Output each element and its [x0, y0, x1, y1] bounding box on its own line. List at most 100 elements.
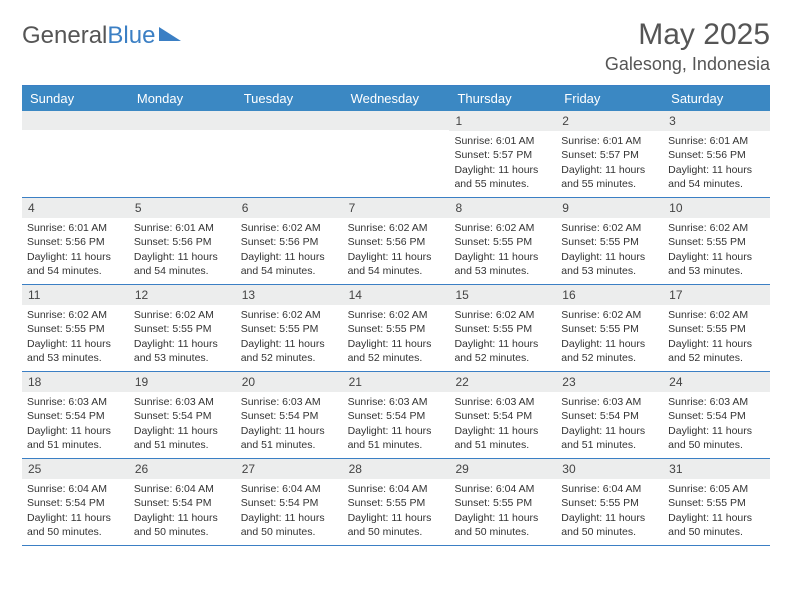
day-details: Sunrise: 6:03 AMSunset: 5:54 PMDaylight:…	[134, 395, 231, 452]
sunset-text: Sunset: 5:55 PM	[668, 322, 765, 336]
day-number: 23	[556, 372, 663, 392]
day-details: Sunrise: 6:02 AMSunset: 5:55 PMDaylight:…	[348, 308, 445, 365]
daylight-text: Daylight: 11 hours and 54 minutes.	[134, 250, 231, 278]
daylight-text: Daylight: 11 hours and 52 minutes.	[241, 337, 338, 365]
sunrise-text: Sunrise: 6:04 AM	[134, 482, 231, 496]
day-cell: 16 Sunrise: 6:02 AMSunset: 5:55 PMDayligh…	[556, 285, 663, 371]
sunset-text: Sunset: 5:55 PM	[668, 235, 765, 249]
logo: GeneralBlue	[22, 22, 181, 50]
day-number: 20	[236, 372, 343, 392]
weekday-header: Thursday	[449, 86, 556, 111]
daylight-text: Daylight: 11 hours and 51 minutes.	[348, 424, 445, 452]
day-cell: 2Sunrise: 6:01 AMSunset: 5:57 PMDaylight…	[556, 111, 663, 197]
day-cell	[343, 111, 450, 197]
daylight-text: Daylight: 11 hours and 50 minutes.	[668, 424, 765, 452]
day-cell: 14 Sunrise: 6:02 AMSunset: 5:55 PMDayligh…	[343, 285, 450, 371]
day-details: Sunrise: 6:04 AMSunset: 5:55 PMDaylight:…	[348, 482, 445, 539]
sunset-text: Sunset: 5:54 PM	[241, 409, 338, 423]
day-number	[236, 111, 343, 130]
daylight-text: Daylight: 11 hours and 50 minutes.	[134, 511, 231, 539]
sunrise-text: Sunrise: 6:01 AM	[454, 134, 551, 148]
sunset-text: Sunset: 5:54 PM	[134, 409, 231, 423]
sunrise-text: Sunrise: 6:02 AM	[348, 308, 445, 322]
daylight-text: Daylight: 11 hours and 50 minutes.	[241, 511, 338, 539]
day-cell	[129, 111, 236, 197]
daylight-text: Daylight: 11 hours and 50 minutes.	[27, 511, 124, 539]
daylight-text: Daylight: 11 hours and 53 minutes.	[668, 250, 765, 278]
sunrise-text: Sunrise: 6:01 AM	[27, 221, 124, 235]
sunrise-text: Sunrise: 6:04 AM	[561, 482, 658, 496]
day-number: 10	[663, 198, 770, 218]
daylight-text: Daylight: 11 hours and 55 minutes.	[561, 163, 658, 191]
sunset-text: Sunset: 5:54 PM	[348, 409, 445, 423]
sunset-text: Sunset: 5:54 PM	[561, 409, 658, 423]
day-cell: 30Sunrise: 6:04 AMSunset: 5:55 PMDayligh…	[556, 459, 663, 545]
day-cell: 15Sunrise: 6:02 AMSunset: 5:55 PMDayligh…	[449, 285, 556, 371]
day-number: 30	[556, 459, 663, 479]
title-block: May 2025 Galesong, Indonesia	[605, 18, 770, 75]
weekday-header: Saturday	[663, 86, 770, 111]
sunset-text: Sunset: 5:55 PM	[348, 322, 445, 336]
sunset-text: Sunset: 5:55 PM	[348, 496, 445, 510]
day-number: 14	[343, 285, 450, 305]
logo-triangle-icon	[159, 27, 181, 41]
day-number: 21	[343, 372, 450, 392]
daylight-text: Daylight: 11 hours and 54 minutes.	[241, 250, 338, 278]
sunset-text: Sunset: 5:54 PM	[134, 496, 231, 510]
day-number: 16	[556, 285, 663, 305]
day-cell: 27 Sunrise: 6:04 AMSunset: 5:54 PMDayligh…	[236, 459, 343, 545]
sunrise-text: Sunrise: 6:02 AM	[134, 308, 231, 322]
sunrise-text: Sunrise: 6:02 AM	[561, 221, 658, 235]
daylight-text: Daylight: 11 hours and 51 minutes.	[561, 424, 658, 452]
day-cell: 4Sunrise: 6:01 AMSunset: 5:56 PMDaylight…	[22, 198, 129, 284]
sunset-text: Sunset: 5:55 PM	[454, 235, 551, 249]
weekday-header-row: Sunday Monday Tuesday Wednesday Thursday…	[22, 85, 770, 111]
sunrise-text: Sunrise: 6:05 AM	[668, 482, 765, 496]
day-details: Sunrise: 6:02 AMSunset: 5:55 PMDaylight:…	[561, 221, 658, 278]
sunset-text: Sunset: 5:54 PM	[454, 409, 551, 423]
sunset-text: Sunset: 5:56 PM	[241, 235, 338, 249]
weekday-header: Wednesday	[343, 86, 450, 111]
day-details: Sunrise: 6:02 AMSunset: 5:55 PMDaylight:…	[454, 221, 551, 278]
daylight-text: Daylight: 11 hours and 53 minutes.	[561, 250, 658, 278]
sunrise-text: Sunrise: 6:04 AM	[27, 482, 124, 496]
month-title: May 2025	[605, 18, 770, 52]
sunset-text: Sunset: 5:55 PM	[454, 322, 551, 336]
sunrise-text: Sunrise: 6:03 AM	[27, 395, 124, 409]
daylight-text: Daylight: 11 hours and 52 minutes.	[454, 337, 551, 365]
day-cell: 8Sunrise: 6:02 AMSunset: 5:55 PMDaylight…	[449, 198, 556, 284]
sunrise-text: Sunrise: 6:02 AM	[27, 308, 124, 322]
logo-text-blue: Blue	[107, 22, 155, 50]
daylight-text: Daylight: 11 hours and 53 minutes.	[454, 250, 551, 278]
day-cell: 5Sunrise: 6:01 AMSunset: 5:56 PMDaylight…	[129, 198, 236, 284]
day-details: Sunrise: 6:02 AMSunset: 5:55 PMDaylight:…	[27, 308, 124, 365]
day-number: 7	[343, 198, 450, 218]
sunrise-text: Sunrise: 6:02 AM	[668, 308, 765, 322]
day-details: Sunrise: 6:02 AMSunset: 5:55 PMDaylight:…	[668, 308, 765, 365]
week-row: 11Sunrise: 6:02 AMSunset: 5:55 PMDayligh…	[22, 285, 770, 372]
day-cell	[236, 111, 343, 197]
day-number	[343, 111, 450, 130]
day-cell: 25Sunrise: 6:04 AMSunset: 5:54 PMDayligh…	[22, 459, 129, 545]
day-details: Sunrise: 6:04 AMSunset: 5:54 PMDaylight:…	[241, 482, 338, 539]
day-cell: 17Sunrise: 6:02 AMSunset: 5:55 PMDayligh…	[663, 285, 770, 371]
day-details: Sunrise: 6:01 AMSunset: 5:57 PMDaylight:…	[561, 134, 658, 191]
day-details: Sunrise: 6:02 AMSunset: 5:55 PMDaylight:…	[668, 221, 765, 278]
sunrise-text: Sunrise: 6:02 AM	[241, 221, 338, 235]
sunset-text: Sunset: 5:56 PM	[27, 235, 124, 249]
day-details: Sunrise: 6:05 AMSunset: 5:55 PMDaylight:…	[668, 482, 765, 539]
sunrise-text: Sunrise: 6:03 AM	[348, 395, 445, 409]
daylight-text: Daylight: 11 hours and 54 minutes.	[27, 250, 124, 278]
day-number: 26	[129, 459, 236, 479]
sunrise-text: Sunrise: 6:03 AM	[241, 395, 338, 409]
day-number: 13	[236, 285, 343, 305]
day-details: Sunrise: 6:02 AMSunset: 5:55 PMDaylight:…	[561, 308, 658, 365]
calendar: Sunday Monday Tuesday Wednesday Thursday…	[22, 85, 770, 546]
sunrise-text: Sunrise: 6:02 AM	[348, 221, 445, 235]
day-number: 27	[236, 459, 343, 479]
sunset-text: Sunset: 5:55 PM	[27, 322, 124, 336]
day-details: Sunrise: 6:03 AMSunset: 5:54 PMDaylight:…	[668, 395, 765, 452]
day-details: Sunrise: 6:03 AMSunset: 5:54 PMDaylight:…	[27, 395, 124, 452]
day-number: 29	[449, 459, 556, 479]
week-row: 18Sunrise: 6:03 AMSunset: 5:54 PMDayligh…	[22, 372, 770, 459]
